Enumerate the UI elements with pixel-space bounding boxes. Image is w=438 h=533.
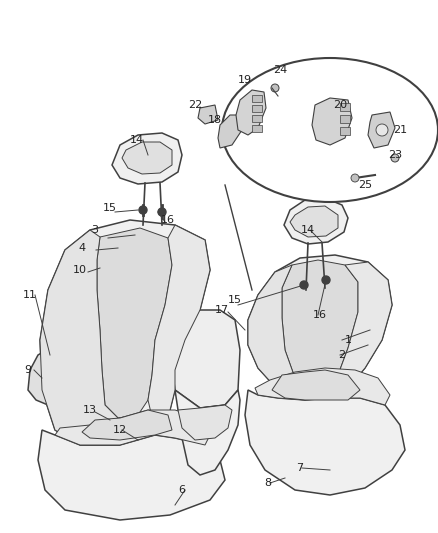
Text: 4: 4 (78, 243, 85, 253)
Polygon shape (97, 228, 172, 418)
Ellipse shape (222, 58, 438, 202)
Polygon shape (248, 265, 295, 390)
Text: 22: 22 (188, 100, 202, 110)
Bar (340, 115, 350, 123)
Circle shape (139, 206, 147, 214)
Text: 16: 16 (161, 215, 175, 225)
Text: 6: 6 (179, 485, 186, 495)
Polygon shape (28, 348, 62, 405)
Circle shape (271, 84, 279, 92)
Bar (252, 105, 262, 112)
Polygon shape (170, 310, 240, 408)
Polygon shape (272, 370, 360, 400)
Text: 23: 23 (388, 150, 402, 160)
Bar (252, 125, 262, 132)
Polygon shape (338, 262, 392, 388)
Polygon shape (40, 230, 120, 445)
Polygon shape (175, 390, 240, 475)
Bar (252, 95, 262, 102)
Polygon shape (284, 198, 348, 244)
Polygon shape (198, 105, 218, 124)
Circle shape (322, 276, 330, 284)
Text: 21: 21 (393, 125, 407, 135)
Text: 12: 12 (113, 425, 127, 435)
Text: 9: 9 (25, 365, 32, 375)
Polygon shape (40, 220, 210, 445)
Bar (340, 103, 350, 111)
Text: 14: 14 (301, 225, 315, 235)
Text: 19: 19 (238, 75, 252, 85)
Text: 25: 25 (358, 180, 372, 190)
Text: 18: 18 (208, 115, 222, 125)
Text: 2: 2 (339, 350, 346, 360)
Text: 7: 7 (297, 463, 304, 473)
Polygon shape (218, 115, 242, 148)
Polygon shape (368, 112, 395, 148)
Polygon shape (255, 368, 390, 405)
Polygon shape (55, 410, 210, 445)
Text: 8: 8 (265, 478, 272, 488)
Circle shape (158, 208, 166, 216)
Bar (340, 127, 350, 135)
Polygon shape (38, 430, 225, 520)
Polygon shape (82, 410, 172, 440)
Text: 3: 3 (92, 225, 99, 235)
Polygon shape (236, 90, 266, 135)
Polygon shape (245, 390, 405, 495)
Circle shape (376, 124, 388, 136)
Text: 11: 11 (23, 290, 37, 300)
Polygon shape (248, 255, 392, 400)
Circle shape (351, 174, 359, 182)
Circle shape (300, 281, 308, 289)
Text: 24: 24 (273, 65, 287, 75)
Text: 1: 1 (345, 335, 352, 345)
Polygon shape (112, 133, 182, 184)
Text: 14: 14 (130, 135, 144, 145)
Polygon shape (282, 260, 358, 390)
Bar (252, 115, 262, 122)
Polygon shape (122, 142, 172, 174)
Polygon shape (312, 98, 352, 145)
Text: 17: 17 (215, 305, 229, 315)
Text: 16: 16 (313, 310, 327, 320)
Text: 13: 13 (83, 405, 97, 415)
Polygon shape (148, 225, 210, 430)
Circle shape (391, 154, 399, 162)
Polygon shape (178, 405, 232, 440)
Text: 15: 15 (103, 203, 117, 213)
Polygon shape (290, 206, 338, 237)
Text: 10: 10 (73, 265, 87, 275)
Text: 15: 15 (228, 295, 242, 305)
Text: 20: 20 (333, 100, 347, 110)
